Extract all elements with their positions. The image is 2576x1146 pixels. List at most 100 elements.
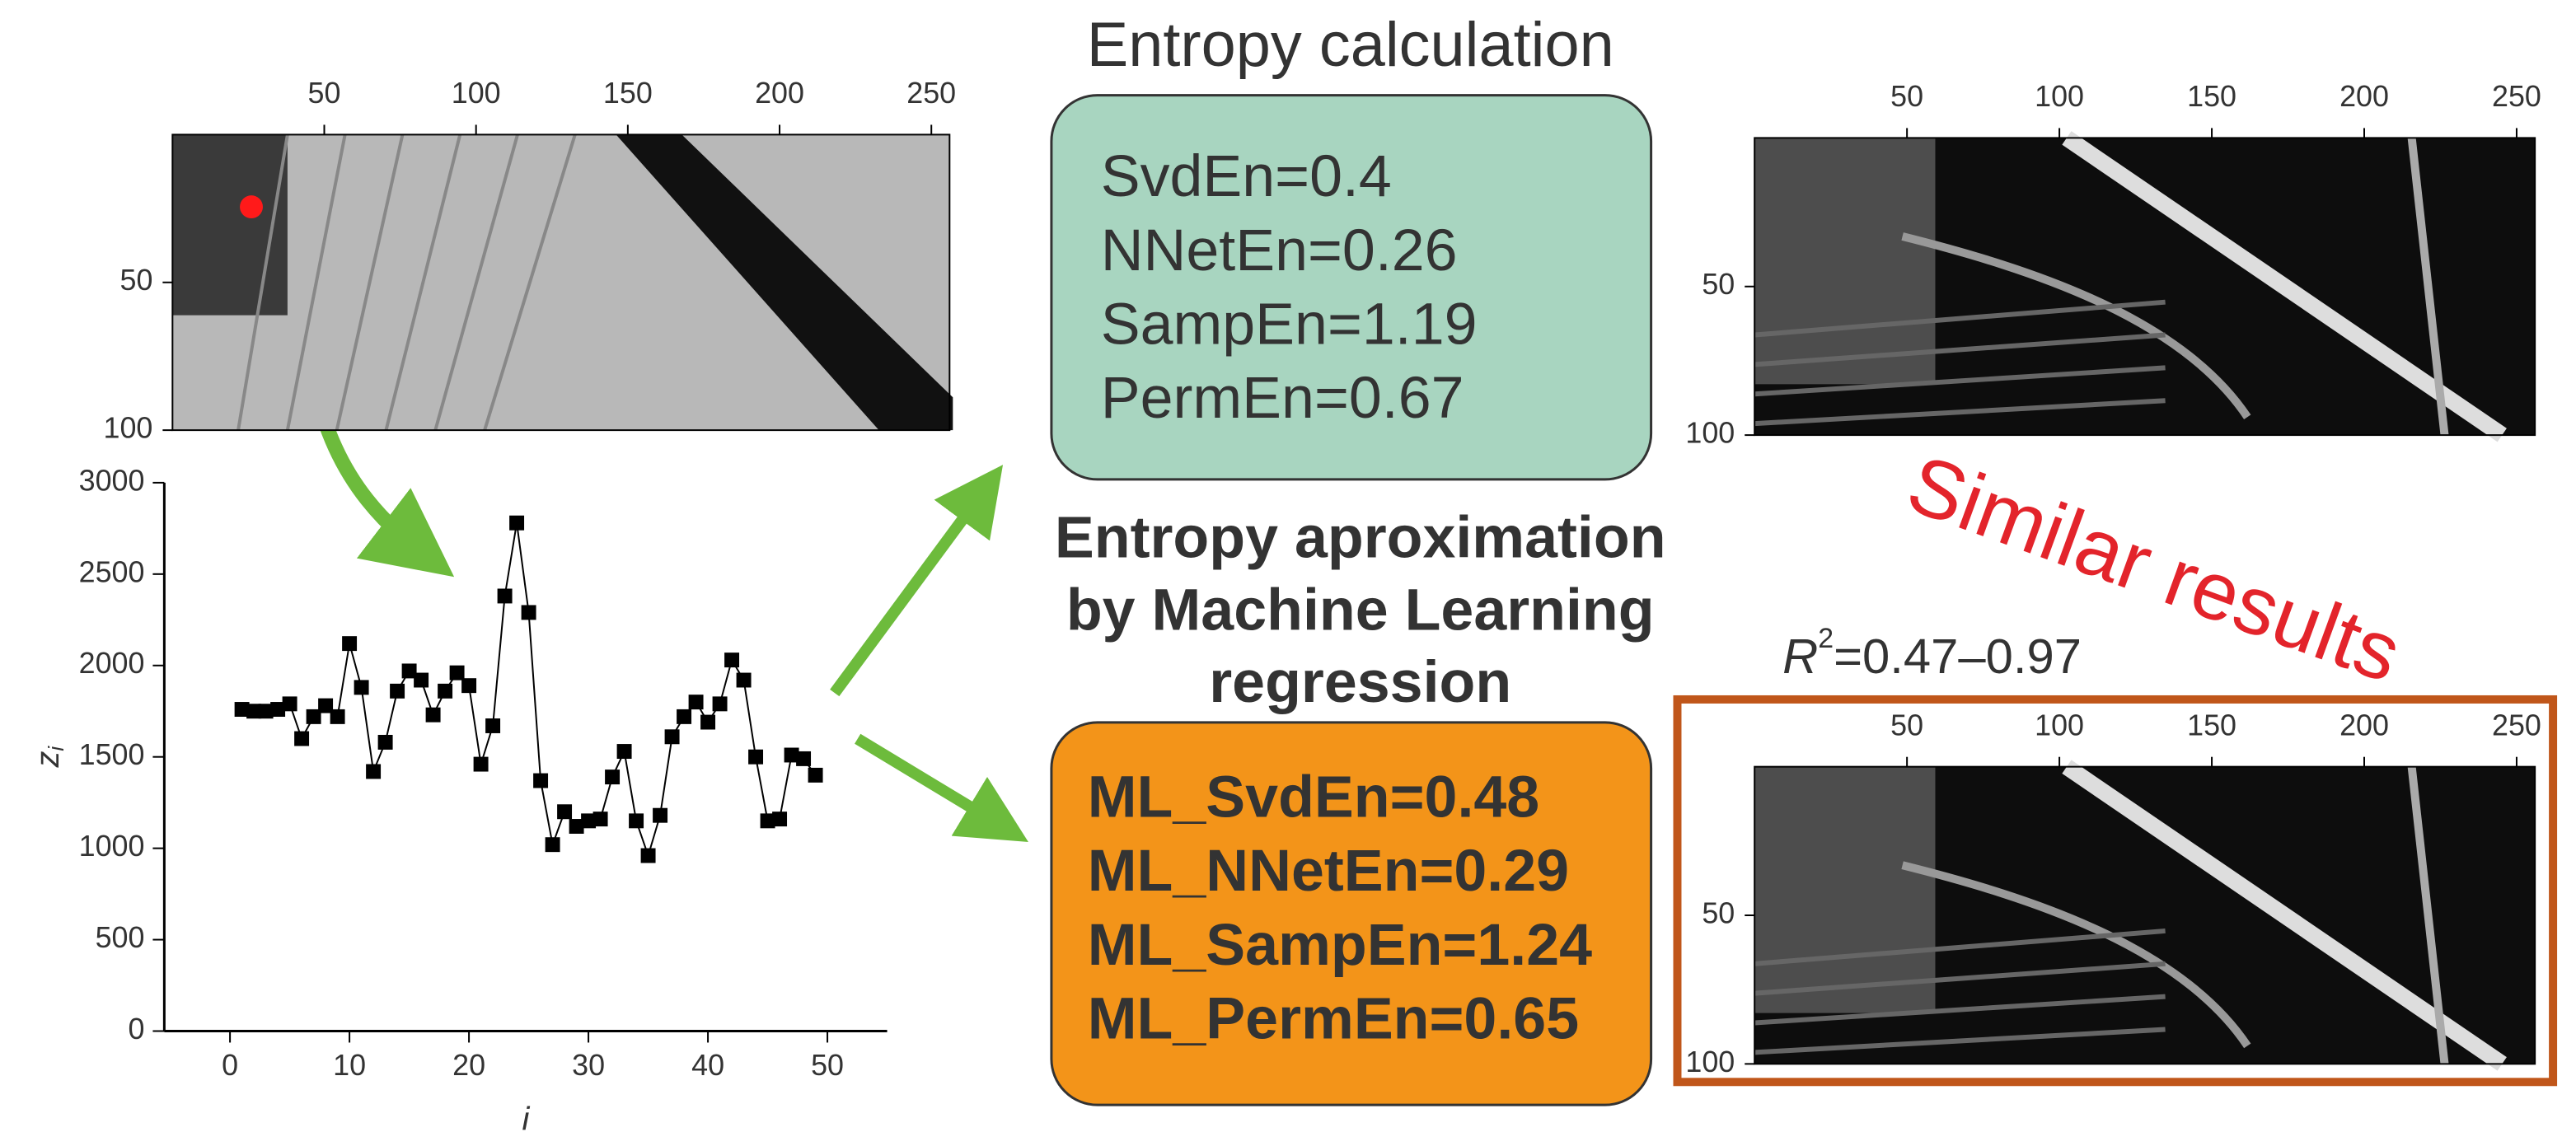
- y-tick-label: 2500: [79, 555, 145, 588]
- data-point: [664, 729, 680, 745]
- data-point: [772, 812, 788, 827]
- x-tick-label: 200: [755, 77, 804, 110]
- y-tick-label: 1000: [79, 830, 145, 863]
- entropy-value: NNetEn=0.26: [1101, 218, 1458, 283]
- y-tick-label: 100: [104, 412, 153, 445]
- data-point: [390, 683, 405, 699]
- data-point: [760, 813, 775, 829]
- image-panel: 50 100 150 200 250 50 100: [104, 77, 957, 445]
- x-tick-label: 30: [572, 1049, 605, 1082]
- data-point: [712, 696, 728, 712]
- x-tick-label: 150: [603, 77, 653, 110]
- image-field: [285, 134, 347, 431]
- data-point: [724, 653, 740, 668]
- r2-label: R2=0.47–0.97: [1782, 623, 2082, 684]
- x-tick-label: 100: [452, 77, 501, 110]
- x-tick-label: 50: [1890, 80, 1923, 113]
- data-point: [592, 812, 608, 827]
- data-point: [414, 672, 429, 688]
- data-point: [533, 773, 549, 788]
- data-point: [473, 756, 489, 772]
- data-point: [545, 837, 560, 853]
- image-edge: [1754, 365, 2166, 397]
- data-point: [306, 709, 321, 724]
- image-edge: [1754, 1027, 2166, 1055]
- ml-entropy-value: ML_NNetEn=0.29: [1088, 838, 1569, 904]
- data-point: [449, 665, 465, 681]
- y-tick-label: 50: [1702, 268, 1735, 301]
- x-tick-label: 250: [2492, 80, 2541, 113]
- location-marker: [240, 195, 263, 219]
- data-point: [438, 683, 453, 699]
- x-tick-label: 250: [2492, 709, 2541, 741]
- x-tick-label: 20: [452, 1049, 485, 1082]
- x-tick-label: 50: [308, 77, 341, 110]
- x-tick-label: 50: [1890, 709, 1923, 741]
- y-axis-label: zi: [29, 746, 68, 769]
- image-panel: 50 100 150 200 250 50 100: [1685, 709, 2541, 1078]
- image-region: [616, 134, 953, 431]
- data-point: [330, 709, 345, 724]
- highlight-frame: [1673, 695, 2558, 1087]
- ml-title-line: Entropy aproximation: [1055, 505, 1666, 571]
- r2-text: =0.47–0.97: [1834, 629, 2082, 684]
- ml-entropy-value: ML_SvdEn=0.48: [1088, 764, 1539, 830]
- image-edge: [2407, 766, 2449, 1064]
- ml-entropy-value: ML_SampEn=1.24: [1088, 912, 1592, 978]
- image-edge: [1901, 232, 2251, 419]
- image-region: [1754, 766, 1936, 1013]
- y-tick-label: 3000: [79, 464, 145, 497]
- y-tick-label: 0: [128, 1013, 144, 1045]
- y-tick-label: 100: [1685, 417, 1735, 450]
- data-point: [366, 764, 382, 779]
- data-point: [557, 804, 573, 820]
- data-point: [294, 731, 310, 746]
- x-tick-label: 0: [222, 1049, 238, 1082]
- y-tick-label: 50: [1702, 896, 1735, 929]
- entropy-value: SvdEn=0.4: [1101, 143, 1392, 209]
- data-point: [581, 813, 597, 829]
- data-point: [569, 819, 584, 834]
- entropy-box: [1050, 94, 1653, 481]
- data-point: [616, 744, 632, 760]
- data-point: [282, 696, 297, 712]
- x-axis-label: i: [522, 1102, 531, 1138]
- x-tick-label: 10: [333, 1049, 366, 1082]
- x-tick-label: 100: [2035, 80, 2084, 113]
- data-point: [509, 515, 525, 531]
- data-point: [700, 714, 716, 730]
- y-tick-label: 1500: [79, 738, 145, 771]
- data-point: [677, 709, 692, 724]
- image-edge: [1754, 332, 2166, 367]
- data-point: [688, 695, 704, 710]
- data-point: [461, 678, 477, 694]
- image-field: [483, 133, 577, 431]
- data-point: [270, 702, 286, 717]
- image-edge: [1901, 861, 2251, 1049]
- image-edge: [1754, 398, 2166, 427]
- r2-sup: 2: [1818, 623, 1834, 654]
- data-point: [796, 751, 812, 766]
- y-tick-label: 2000: [79, 647, 145, 680]
- data-point: [246, 704, 262, 719]
- entropy-value: SampEn=1.19: [1101, 292, 1478, 358]
- data-point: [497, 588, 513, 604]
- data-point: [748, 749, 764, 765]
- data-point: [425, 707, 441, 723]
- data-point: [485, 718, 501, 733]
- data-point: [784, 747, 799, 763]
- image-region: [172, 134, 288, 316]
- x-tick-label: 150: [2187, 80, 2236, 113]
- ml-entropy-value: ML_PermEn=0.65: [1088, 985, 1579, 1051]
- y-tick-label: 100: [1685, 1045, 1735, 1078]
- image-field: [335, 133, 405, 431]
- data-point: [258, 704, 274, 719]
- y-tick-label: 500: [96, 921, 145, 954]
- image-edge: [2062, 760, 2507, 1071]
- data-point: [736, 672, 752, 688]
- data-point: [640, 848, 656, 863]
- image-edge: [1754, 928, 2166, 966]
- data-point: [808, 767, 823, 783]
